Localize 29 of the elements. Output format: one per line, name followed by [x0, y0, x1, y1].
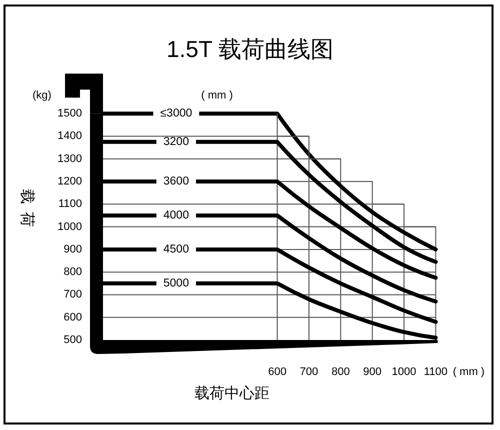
- x-tick: 700: [300, 366, 318, 378]
- y-tick: 1000: [58, 220, 82, 233]
- xlabel: 载荷中心距: [194, 385, 270, 402]
- series-name: 4000: [163, 209, 189, 222]
- y-tick: 1100: [58, 198, 82, 210]
- ylabel: 载荷: [18, 189, 36, 235]
- series-name: 4500: [163, 243, 189, 256]
- x-tick: 600: [268, 366, 286, 378]
- series-name: 5000: [163, 277, 189, 290]
- y-tick: 1500: [58, 108, 82, 120]
- y-tick: 900: [64, 243, 82, 256]
- series-name: 3600: [163, 176, 189, 188]
- y-tick: 500: [64, 334, 82, 346]
- annotation: ( mm ): [452, 366, 485, 378]
- annotation: (kg): [32, 90, 52, 102]
- legend-title: ( mm ): [201, 90, 233, 102]
- x-tick: 800: [331, 366, 350, 378]
- y-tick: 800: [64, 266, 82, 278]
- series-name: ≤3000: [160, 108, 192, 120]
- y-tick: 1200: [58, 176, 82, 188]
- y-tick: 1300: [58, 152, 82, 165]
- y-tick: 600: [64, 311, 82, 324]
- y-tick: 700: [64, 288, 82, 301]
- title: 1.5T 载荷曲线图: [166, 36, 334, 62]
- series-name: 3200: [163, 136, 189, 148]
- y-tick: 1400: [58, 130, 82, 142]
- x-tick: 1000: [392, 366, 416, 378]
- x-tick: 1100: [424, 366, 448, 378]
- x-tick: 900: [363, 366, 382, 378]
